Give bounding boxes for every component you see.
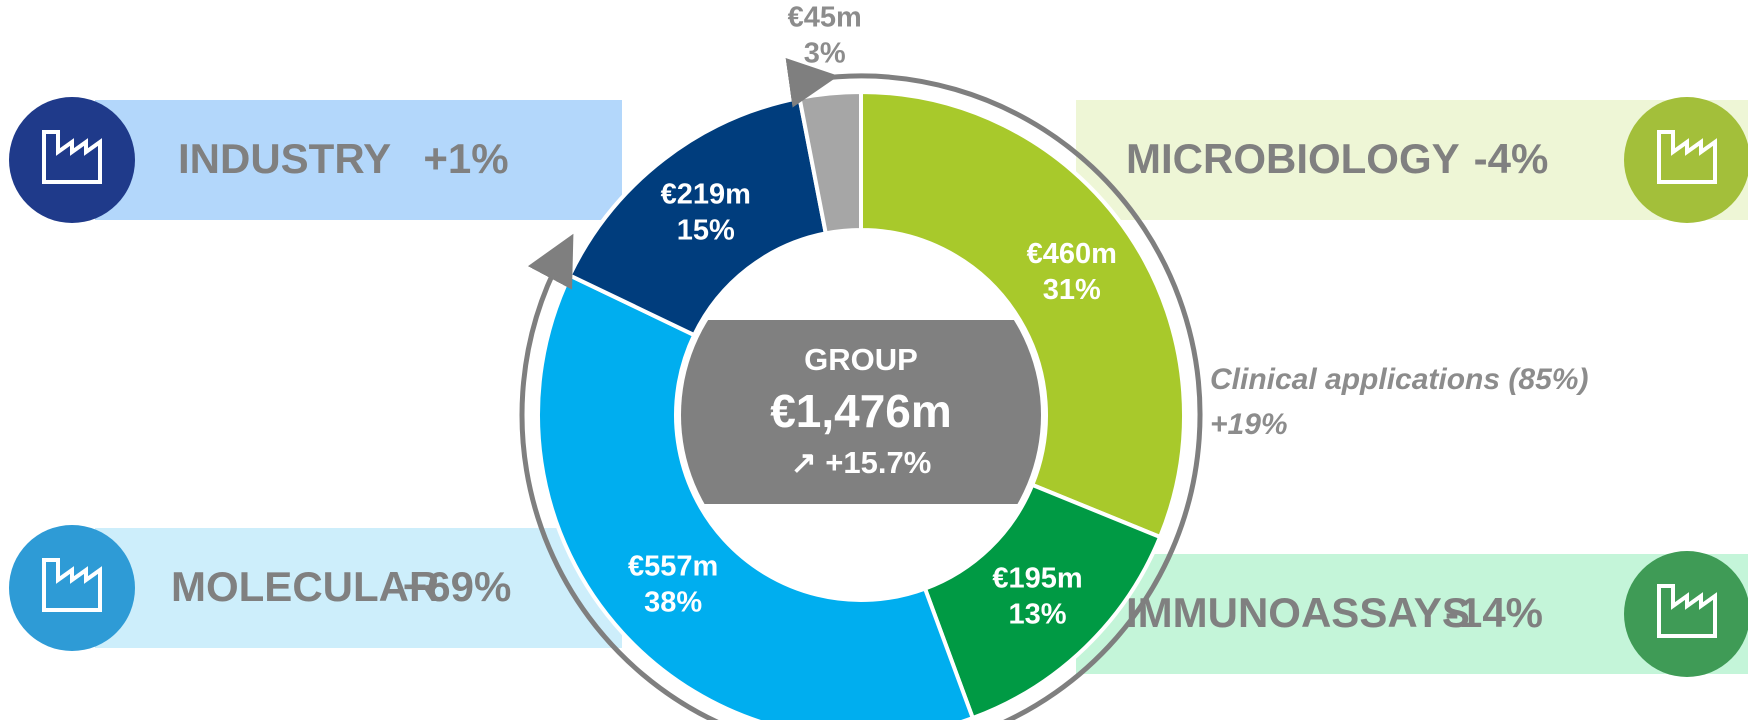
panel-icon — [9, 97, 135, 223]
panel-icon — [9, 525, 135, 651]
icon-glyph — [1657, 130, 1717, 184]
value-label: €557m — [628, 551, 718, 583]
annotation-change: +19% — [1210, 408, 1288, 441]
panel-icon — [1624, 551, 1748, 677]
segment-name: MICROBIOLOGY — [1126, 135, 1460, 182]
segment-growth: -4% — [1474, 135, 1549, 182]
segment-growth: +69% — [403, 563, 512, 610]
panel — [95, 528, 622, 648]
segment-growth: +1% — [423, 135, 508, 182]
center-box — [681, 320, 1041, 504]
value-label: €45m — [788, 1, 862, 33]
icon-glyph — [1657, 584, 1717, 638]
segment-name: MOLECULAR — [171, 563, 439, 610]
segment-name: INDUSTRY — [178, 135, 391, 182]
share-label: 31% — [1043, 274, 1101, 306]
segment-name: IMMUNOASSAYS — [1126, 589, 1470, 636]
share-label: 38% — [644, 587, 702, 619]
center-total: €1,476m — [770, 385, 952, 437]
value-label: €219m — [661, 179, 751, 211]
icon-glyph — [42, 130, 102, 184]
share-label: 15% — [677, 215, 735, 247]
donut-segment — [859, 89, 1186, 540]
panel-icon — [1624, 97, 1748, 223]
share-label: 3% — [804, 37, 846, 69]
center-change: ↗ +15.7% — [791, 445, 932, 480]
value-label: €460m — [1027, 238, 1117, 270]
center-title: GROUP — [804, 342, 918, 377]
icon-glyph — [42, 558, 102, 612]
value-label: €195m — [992, 562, 1082, 594]
annotation: Clinical applications (85%) — [1210, 363, 1588, 396]
flow-arrow — [519, 57, 1203, 720]
share-label: 13% — [1008, 598, 1066, 630]
segment-growth: -14% — [1445, 589, 1543, 636]
